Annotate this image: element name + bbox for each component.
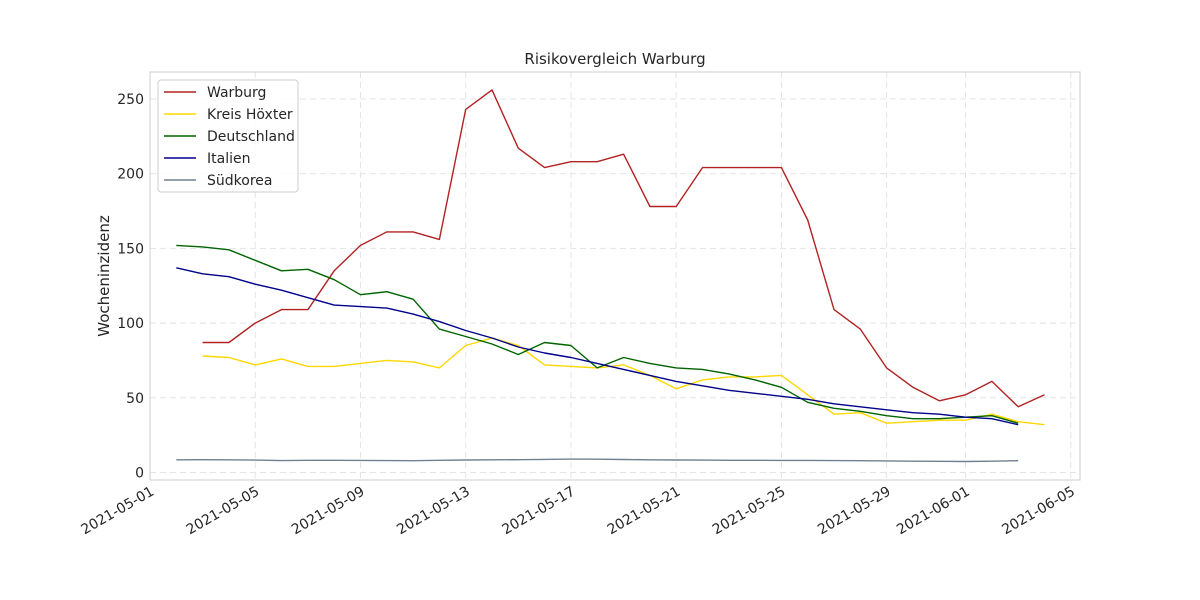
series-line-kreis-h-xter (202, 337, 1045, 426)
y-axis-ticks: 0 50 100 150 200 250 (117, 92, 144, 482)
legend-label: Warburg (207, 85, 266, 101)
y-tick-label: 50 (126, 391, 144, 407)
x-tick-label: 2021-05-17 (499, 484, 577, 539)
series-lines (176, 89, 1045, 463)
x-tick-label: 2021-05-13 (394, 484, 472, 539)
legend-box (157, 79, 299, 193)
series-line-deutschland (176, 244, 1019, 424)
series-line-s-dkorea (176, 458, 1019, 463)
x-tick-label: 2021-05-25 (710, 484, 788, 539)
series-line-italien (176, 267, 1019, 426)
y-tick-label: 100 (117, 316, 144, 332)
grid (149, 72, 1080, 480)
y-tick-label: 150 (117, 241, 144, 257)
x-tick-label: 2021-05-01 (79, 484, 157, 539)
y-axis-label: Wocheninzidenz (95, 215, 113, 337)
x-tick-label: 2021-05-29 (815, 484, 893, 539)
chart-title: Risikovergleich Warburg (524, 50, 705, 68)
legend-label: Südkorea (207, 173, 272, 189)
series-line-warburg (202, 89, 1045, 408)
x-tick-label: 2021-05-21 (605, 484, 683, 539)
legend-label: Italien (207, 151, 250, 167)
y-tick-label: 250 (117, 92, 144, 108)
y-tick-label: 200 (117, 167, 144, 183)
legend: Warburg Kreis Höxter Deutschland Italien Süd… (157, 79, 299, 193)
y-tick-label: 0 (135, 466, 144, 482)
x-axis-ticks: 2021-05-01 2021-05-05 2021-05-09 2021-05-13… (79, 484, 1078, 539)
x-tick-label: 2021-06-01 (894, 484, 972, 539)
plot-frame (149, 71, 1081, 481)
legend-label: Deutschland (207, 129, 295, 145)
plot-background (150, 72, 1080, 480)
x-tick-label: 2021-05-09 (289, 484, 367, 539)
x-tick-label: 2021-05-05 (184, 484, 262, 539)
x-tick-label: 2021-06-05 (999, 484, 1077, 539)
legend-label: Kreis Höxter (207, 107, 293, 123)
